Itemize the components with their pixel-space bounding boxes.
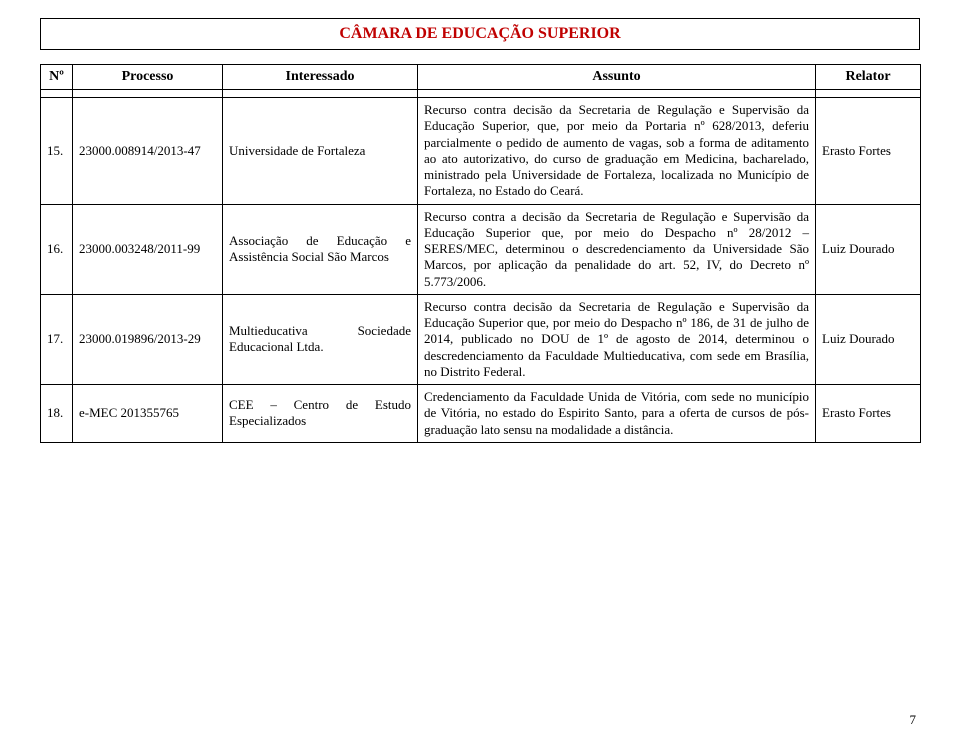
cell-relator: Luiz Dourado [816, 204, 921, 294]
col-processo: Processo [73, 65, 223, 90]
page-title-banner: CÂMARA DE EDUCAÇÃO SUPERIOR [40, 18, 920, 50]
table-row: 16. 23000.003248/2011-99 Associação de E… [41, 204, 921, 294]
table-header-row: Nº Processo Interessado Assunto Relator [41, 65, 921, 90]
table-row: 18. e-MEC 201355765 CEE – Centro de Estu… [41, 385, 921, 443]
cell-relator: Erasto Fortes [816, 98, 921, 205]
col-interessado: Interessado [223, 65, 418, 90]
cell-processo: 23000.008914/2013-47 [73, 98, 223, 205]
cell-n: 15. [41, 98, 73, 205]
cell-relator: Luiz Dourado [816, 294, 921, 384]
cell-assunto: Recurso contra decisão da Secretaria de … [418, 98, 816, 205]
cell-processo: e-MEC 201355765 [73, 385, 223, 443]
cell-interessado: Associação de Educação e Assistência Soc… [223, 204, 418, 294]
cell-relator: Erasto Fortes [816, 385, 921, 443]
cell-assunto: Recurso contra decisão da Secretaria de … [418, 294, 816, 384]
cell-assunto: Recurso contra a decisão da Secretaria d… [418, 204, 816, 294]
cell-n: 17. [41, 294, 73, 384]
cell-processo: 23000.003248/2011-99 [73, 204, 223, 294]
table-row: 17. 23000.019896/2013-29 Multieducativa … [41, 294, 921, 384]
spacer-row [41, 90, 921, 98]
cell-assunto: Credenciamento da Faculdade Unida de Vit… [418, 385, 816, 443]
cell-n: 16. [41, 204, 73, 294]
cell-n: 18. [41, 385, 73, 443]
cell-processo: 23000.019896/2013-29 [73, 294, 223, 384]
cell-interessado: Multieducativa Sociedade Educacional Ltd… [223, 294, 418, 384]
page-number: 7 [910, 712, 917, 728]
col-assunto: Assunto [418, 65, 816, 90]
cell-interessado: Universidade de Fortaleza [223, 98, 418, 205]
col-relator: Relator [816, 65, 921, 90]
processes-table: Nº Processo Interessado Assunto Relator … [40, 64, 921, 443]
cell-interessado: CEE – Centro de Estudo Especializados [223, 385, 418, 443]
col-n: Nº [41, 65, 73, 90]
table-row: 15. 23000.008914/2013-47 Universidade de… [41, 98, 921, 205]
